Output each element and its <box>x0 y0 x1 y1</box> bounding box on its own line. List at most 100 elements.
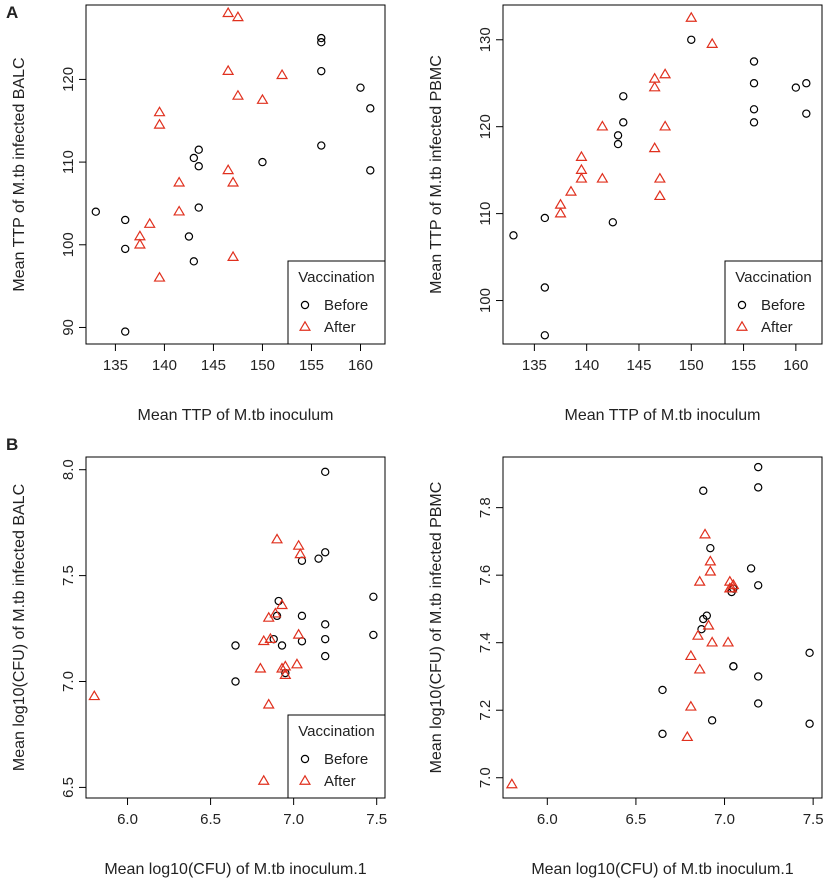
point-before <box>321 620 330 629</box>
legend-marker-before <box>737 300 747 310</box>
plot-frame <box>85 456 386 799</box>
point-before <box>369 630 378 640</box>
point-before <box>194 162 203 171</box>
point-before <box>189 257 199 266</box>
point-after <box>264 632 277 643</box>
x-tick-label: 145 <box>626 357 651 374</box>
point-before <box>754 462 763 472</box>
x-axis-label: Mean log10(CFU) of M.tb inoculum.1 <box>104 861 366 878</box>
x-tick-label: 160 <box>348 357 373 374</box>
point-before <box>805 719 814 728</box>
panel-label-a: A <box>6 3 18 22</box>
point-after <box>659 68 672 79</box>
legend-marker-after <box>299 320 311 331</box>
y-tick-label: 110 <box>477 202 494 226</box>
point-before <box>540 213 550 223</box>
point-after <box>279 660 292 671</box>
point-after <box>575 150 588 161</box>
point-before <box>754 483 763 492</box>
plots-container: 135 140 145 150 155 160 90 100 110 120 Mean TTP of… <box>11 4 824 878</box>
x-tick-label: 6.0 <box>537 811 558 828</box>
point-before <box>619 92 628 101</box>
point-after <box>153 106 166 117</box>
point-after <box>143 217 156 228</box>
point-after <box>564 185 577 196</box>
point-before <box>321 467 330 477</box>
chart-B-left: 6.0 6.5 7.0 7.5 6.5 7.0 7.5 8.0 Mean log10(CFU) … <box>11 456 387 878</box>
point-after <box>659 120 672 131</box>
point-after <box>256 93 269 104</box>
point-before <box>356 83 365 92</box>
point-after <box>648 81 661 92</box>
point-before <box>749 118 759 127</box>
x-tick-label: 7.0 <box>714 811 735 828</box>
point-before <box>658 685 667 695</box>
legend-entry-after: After <box>761 319 793 336</box>
y-tick-label: 7.4 <box>477 632 494 653</box>
point-before <box>184 232 194 241</box>
point-after <box>693 663 706 674</box>
point-after <box>702 619 715 630</box>
point-before <box>121 215 130 225</box>
y-tick-label: 6.5 <box>60 777 77 798</box>
point-after <box>269 607 282 618</box>
x-tick-label: 135 <box>103 357 128 374</box>
point-after <box>681 730 694 742</box>
y-tick-label: 130 <box>477 27 494 52</box>
point-before <box>321 548 330 557</box>
x-tick-label: 150 <box>250 357 275 374</box>
panel-label-b: B <box>6 435 18 454</box>
y-tick-label: 7.6 <box>477 565 494 586</box>
y-tick-label: 7.5 <box>60 565 77 586</box>
point-before <box>749 105 759 114</box>
point-before <box>749 79 759 88</box>
plot-frame <box>85 4 386 345</box>
point-before <box>91 207 101 216</box>
legend-title: Vaccination <box>298 723 374 740</box>
x-tick-label: 155 <box>299 357 324 374</box>
point-after <box>706 636 719 647</box>
y-tick-label: 7.0 <box>477 767 494 788</box>
point-after <box>505 778 518 789</box>
point-before <box>658 729 667 739</box>
point-after <box>722 636 735 647</box>
point-after <box>276 598 288 610</box>
point-after <box>271 533 284 544</box>
point-after <box>685 11 698 22</box>
point-after <box>684 649 697 661</box>
point-before <box>613 139 623 149</box>
x-axis-label: Mean log10(CFU) of M.tb inoculum.1 <box>531 861 793 878</box>
y-axis-label: Mean log10(CFU) of M.tb infected PBMC <box>428 482 445 774</box>
legend-marker-after <box>299 774 311 785</box>
point-before <box>540 283 550 292</box>
point-after <box>699 528 712 539</box>
x-tick-label: 140 <box>574 357 599 374</box>
x-tick-label: 7.5 <box>366 811 387 828</box>
point-after <box>231 89 244 100</box>
point-before <box>317 66 326 76</box>
y-tick-label: 7.8 <box>477 497 494 518</box>
point-before <box>619 118 628 127</box>
point-before <box>369 592 378 601</box>
point-before <box>746 564 756 573</box>
legend-entry-after: After <box>324 773 356 790</box>
point-after <box>554 207 567 218</box>
y-axis-label: Mean log10(CFU) of M.tb infected BALC <box>11 484 28 771</box>
x-tick-label: 7.5 <box>803 811 824 828</box>
point-after <box>693 575 706 586</box>
legend-entry-before: Before <box>324 751 368 768</box>
y-tick-label: 8.0 <box>60 459 77 480</box>
point-before <box>277 641 287 650</box>
point-after <box>222 163 235 175</box>
point-before <box>121 327 130 336</box>
x-tick-label: 140 <box>152 357 177 374</box>
point-after <box>653 189 666 201</box>
chart-B-right: 6.0 6.5 7.0 7.5 7.0 7.2 7.4 7.6 7.8 Mean log10(CF… <box>428 456 824 878</box>
point-before <box>754 699 763 708</box>
x-tick-label: 160 <box>783 357 808 374</box>
point-before <box>258 157 267 167</box>
plot-frame <box>502 4 823 345</box>
point-after <box>292 628 305 639</box>
legend: Vaccination Before After <box>724 260 823 345</box>
point-before <box>297 556 307 565</box>
